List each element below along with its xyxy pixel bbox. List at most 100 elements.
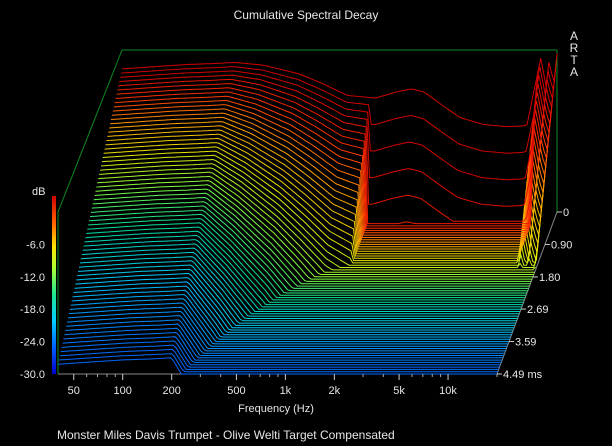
decay-slice xyxy=(61,340,501,366)
z-tick-label: -18.0 xyxy=(20,304,45,316)
decay-slice xyxy=(81,247,520,315)
decay-slice xyxy=(96,180,533,278)
arta-letter: A xyxy=(569,65,578,79)
decay-slice xyxy=(89,213,527,296)
decay-slice xyxy=(98,171,535,273)
decay-slice xyxy=(105,137,543,255)
decay-slice xyxy=(69,302,509,345)
decay-slice xyxy=(79,256,518,319)
z-tick-label: -6.0 xyxy=(26,239,45,251)
decay-slice xyxy=(114,95,551,231)
decay-slice xyxy=(68,310,507,349)
x-axis-label: Frequency (Hz) xyxy=(238,403,314,415)
decay-slice xyxy=(111,108,549,238)
z-tick-label: -24.0 xyxy=(20,337,45,349)
decay-slice xyxy=(78,264,516,324)
frame-left-top xyxy=(57,49,123,213)
decay-slice xyxy=(67,315,506,352)
decay-slice xyxy=(82,243,521,312)
chart-title: Cumulative Spectral Decay xyxy=(233,8,379,22)
decay-slice xyxy=(91,201,529,289)
decay-slice xyxy=(110,112,548,241)
z-tick-label: -30.0 xyxy=(20,369,45,381)
z-axis-label: dB xyxy=(32,186,45,198)
decay-slice xyxy=(102,150,540,262)
decay-curves xyxy=(57,53,558,375)
decay-slice xyxy=(74,281,513,333)
decay-slice xyxy=(70,298,509,343)
decay-slice xyxy=(103,146,541,259)
decay-slice xyxy=(77,268,515,326)
decay-slice xyxy=(94,188,532,282)
decay-slice xyxy=(95,184,533,280)
decay-slice xyxy=(116,87,553,227)
time-tick-label: 3.59 xyxy=(515,337,536,349)
decay-slice xyxy=(115,91,552,229)
decay-slice xyxy=(63,331,503,361)
time-tick-label: 1.80 xyxy=(539,272,560,284)
colorbar-strip xyxy=(52,196,56,374)
time-tick-label: 2.69 xyxy=(527,304,548,316)
decay-slice xyxy=(65,323,504,356)
time-tick-label: 0 xyxy=(563,207,569,219)
decay-slice xyxy=(62,336,502,363)
decay-slice xyxy=(121,53,558,128)
decay-slice xyxy=(60,344,500,368)
x-tick-label: 2k xyxy=(329,385,341,397)
decay-slice xyxy=(75,277,514,331)
decay-slice xyxy=(66,319,505,354)
decay-slice xyxy=(80,251,519,317)
colorbar xyxy=(52,196,56,374)
decay-slice xyxy=(109,121,546,245)
decay-slice xyxy=(106,133,543,252)
decay-slice xyxy=(58,353,498,373)
time-tick-label: 0.90 xyxy=(551,239,572,251)
arta-letter: T xyxy=(570,53,578,67)
decay-slice xyxy=(73,285,512,336)
arta-letter: A xyxy=(569,29,578,43)
decay-slice xyxy=(107,129,544,250)
x-axis-ticks: 50 100 200 500 1k 2k 5k 10k xyxy=(68,374,498,397)
decay-slice xyxy=(97,175,534,275)
time-axis-ticks: 0 0.90 1.80 2.69 3.59 4.49 ms xyxy=(497,207,572,381)
decay-slice xyxy=(120,70,556,181)
x-tick-label: 1k xyxy=(280,385,292,397)
x-tick-label: 10k xyxy=(439,385,457,397)
decay-slice xyxy=(121,61,557,154)
decay-slice xyxy=(64,327,503,359)
decay-slice xyxy=(59,348,499,370)
z-axis-ticks: -6.0 -12.0 -18.0 -24.0 -30.0 xyxy=(20,239,45,381)
decay-slice xyxy=(88,218,526,299)
decay-slice xyxy=(100,163,537,268)
decay-slice xyxy=(83,239,521,310)
x-tick-label: 5k xyxy=(393,385,405,397)
decay-slice xyxy=(85,230,523,306)
decay-slice xyxy=(71,293,510,340)
arta-letter: R xyxy=(569,41,579,55)
chart-caption: Monster Miles Davis Trumpet - Olive Welt… xyxy=(57,428,395,442)
decay-slice xyxy=(112,104,549,236)
decay-slice xyxy=(113,99,550,234)
decay-slice xyxy=(76,272,515,329)
x-tick-label: 200 xyxy=(163,385,181,397)
decay-slice xyxy=(68,306,508,347)
decay-slice xyxy=(118,78,555,222)
decay-slice xyxy=(108,125,545,248)
decay-slice xyxy=(104,142,542,257)
decay-slice xyxy=(72,289,511,338)
arta-watermark: A R T A xyxy=(568,30,580,78)
decay-slice xyxy=(86,226,524,303)
decay-slice xyxy=(93,192,531,285)
decay-slice xyxy=(78,260,517,322)
decay-slice xyxy=(99,167,536,271)
decay-slice xyxy=(117,83,554,225)
decay-slice xyxy=(101,154,539,264)
decay-slice xyxy=(100,158,538,266)
x-tick-label: 100 xyxy=(114,385,132,397)
x-tick-label: 500 xyxy=(227,385,245,397)
decay-slice xyxy=(119,74,555,207)
x-tick-label: 50 xyxy=(68,385,80,397)
decay-slice xyxy=(89,209,527,294)
decay-slice xyxy=(110,116,547,243)
